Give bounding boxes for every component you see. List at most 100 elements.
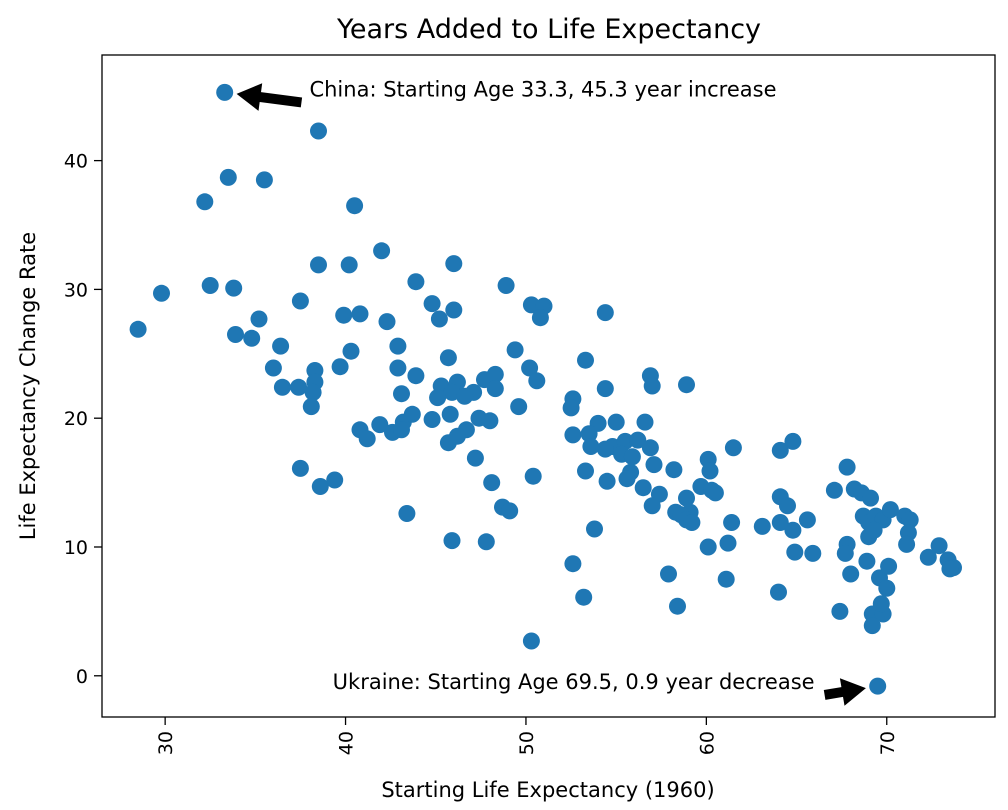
data-point <box>443 532 461 550</box>
data-point <box>779 497 796 515</box>
data-point <box>326 471 344 489</box>
data-point <box>521 359 539 377</box>
data-point <box>724 439 742 457</box>
data-point <box>798 511 816 529</box>
data-point <box>596 304 614 322</box>
data-point <box>219 168 237 186</box>
data-point <box>717 570 735 588</box>
data-point <box>641 439 659 457</box>
data-point <box>858 552 876 570</box>
data-point <box>441 405 459 423</box>
data-point <box>636 413 654 431</box>
data-point <box>719 534 737 552</box>
data-point <box>378 313 396 331</box>
data-point <box>881 501 899 519</box>
data-point <box>863 617 881 635</box>
data-point <box>302 398 320 416</box>
data-point <box>941 560 959 578</box>
x-tick-label: 40 <box>336 731 358 755</box>
data-point <box>506 341 524 359</box>
data-point <box>831 602 849 620</box>
data-point <box>577 351 594 369</box>
data-point <box>331 358 349 376</box>
y-axis: 0 10 20 30 40 <box>64 151 102 688</box>
data-point <box>770 583 787 601</box>
y-tick-label: 10 <box>64 537 88 559</box>
data-point <box>393 421 410 439</box>
data-point <box>878 579 896 597</box>
data-point <box>580 425 598 443</box>
data-point <box>669 597 686 615</box>
data-point <box>564 426 582 444</box>
y-tick-label: 40 <box>64 151 88 173</box>
data-point <box>358 430 376 448</box>
data-point <box>429 389 447 407</box>
data-point <box>919 548 937 566</box>
data-point <box>243 329 261 347</box>
data-point <box>865 521 883 539</box>
data-point <box>562 399 580 417</box>
y-tick-label: 20 <box>64 408 88 430</box>
data-point <box>403 405 421 423</box>
data-point <box>201 277 219 294</box>
data-point <box>216 83 234 101</box>
x-tick-label: 50 <box>516 731 538 755</box>
data-point <box>607 413 625 431</box>
data-point <box>582 438 600 455</box>
annotations-layer: China: Starting Age 33.3, 45.3 year incr… <box>236 77 866 706</box>
data-point <box>522 296 540 314</box>
annotation-text: Ukraine: Starting Age 69.5, 0.9 year dec… <box>333 670 815 694</box>
data-point <box>531 309 549 327</box>
data-point <box>250 310 268 328</box>
data-point <box>784 521 802 539</box>
data-point <box>723 514 741 531</box>
data-point <box>486 365 504 383</box>
data-point <box>586 520 603 538</box>
chart-title: Years Added to Life Expectancy <box>336 14 761 45</box>
data-point <box>304 383 322 401</box>
data-point <box>528 372 546 390</box>
data-point <box>898 535 916 553</box>
data-point <box>389 359 407 377</box>
data-point <box>445 255 463 273</box>
data-point <box>522 632 540 650</box>
data-point <box>255 171 273 189</box>
data-point <box>643 377 661 395</box>
y-axis-label: Life Expectancy Change Rate <box>16 232 40 540</box>
data-point <box>862 489 879 507</box>
data-point <box>683 514 701 531</box>
annotation-arrow <box>236 83 303 111</box>
data-point <box>407 367 425 385</box>
data-point <box>596 380 614 398</box>
data-point <box>272 337 290 355</box>
data-point <box>701 462 719 480</box>
data-point <box>786 543 804 561</box>
data-point <box>196 193 214 211</box>
x-tick-label: 60 <box>696 731 718 755</box>
data-point <box>577 462 594 480</box>
data-point <box>445 301 463 319</box>
data-point <box>901 511 919 529</box>
data-point <box>466 449 484 467</box>
data-point <box>483 474 501 492</box>
annotation-arrow <box>823 678 866 706</box>
y-tick-label: 0 <box>76 666 88 688</box>
data-point <box>629 431 647 449</box>
data-point <box>225 279 243 297</box>
data-point <box>678 376 695 394</box>
data-point <box>153 284 170 302</box>
data-point <box>930 537 948 555</box>
data-point <box>564 555 582 573</box>
data-point <box>371 416 389 434</box>
data-point <box>423 295 441 313</box>
data-point <box>784 432 802 450</box>
data-point <box>618 470 636 488</box>
data-point <box>643 497 661 515</box>
data-point <box>407 273 425 291</box>
data-point <box>423 411 441 428</box>
data-point <box>497 277 515 294</box>
data-point <box>665 461 683 479</box>
data-point <box>481 412 499 430</box>
data-point <box>699 538 717 556</box>
data-point <box>310 256 327 274</box>
